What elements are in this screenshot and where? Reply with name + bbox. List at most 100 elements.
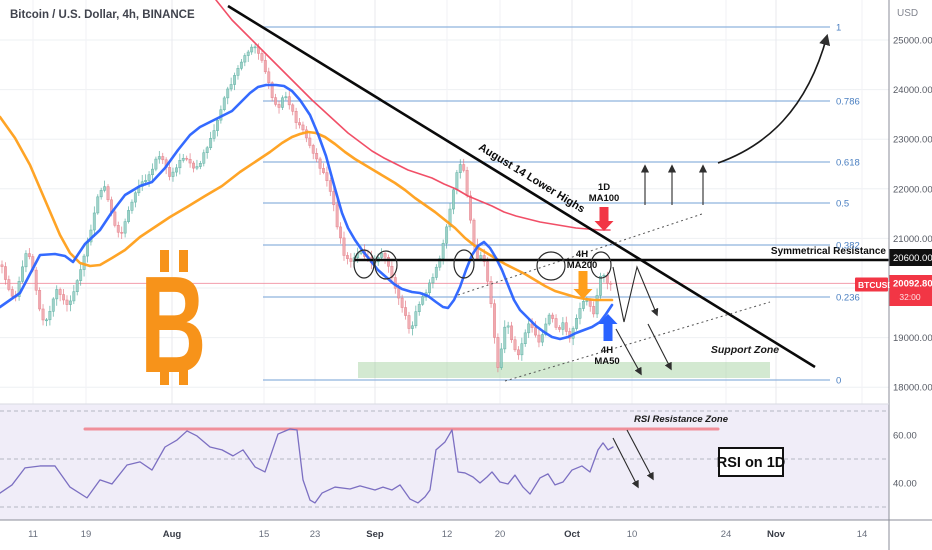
candle-body	[21, 266, 24, 282]
symbol-badge	[855, 277, 888, 292]
highlight-ellipse	[536, 251, 566, 281]
candle-body	[284, 96, 288, 99]
fib-level-label: 1	[836, 23, 841, 34]
candle-body	[441, 242, 445, 259]
candle-body	[554, 318, 558, 328]
candle-body	[120, 232, 124, 234]
candle-body	[274, 97, 278, 105]
candle-body	[127, 210, 130, 222]
ma-1d-100-line	[215, 0, 611, 231]
candle-body	[34, 269, 38, 291]
time-axis-label[interactable]: 11	[28, 529, 38, 540]
time-axis-label[interactable]: 20	[495, 529, 506, 540]
candle-body	[592, 306, 596, 315]
time-axis-label[interactable]: 19	[81, 529, 92, 540]
candle-body	[48, 311, 52, 321]
ma50-arrow	[598, 314, 618, 341]
rsi-axis-label[interactable]: 40.00	[893, 479, 917, 490]
candle-body	[65, 299, 69, 305]
ma100-label-line1: 1D	[598, 182, 610, 193]
price-axis-label[interactable]: 23000.00	[893, 135, 932, 146]
bitcoin-logo-prong	[160, 250, 169, 272]
descending-trendline	[227, 4, 816, 369]
candle-body	[147, 174, 151, 181]
price-axis-label[interactable]: 18000.00	[893, 383, 932, 394]
currency-label: USD	[897, 8, 918, 19]
candle-body	[116, 225, 120, 233]
highlight-ellipse	[590, 251, 612, 279]
candle-body	[578, 308, 582, 319]
time-axis-label[interactable]: Aug	[163, 529, 182, 540]
time-axis-label[interactable]: Sep	[366, 529, 384, 540]
candle-body	[383, 253, 387, 258]
candle-body	[62, 294, 66, 301]
ma200-label-line1: 4H	[576, 249, 588, 260]
symbol-title: Bitcoin / U.S. Dollar, 4h, BINANCE	[10, 9, 195, 21]
rsi-axis-label[interactable]: 60.00	[893, 431, 917, 442]
candle-body	[315, 153, 319, 160]
price-axis-label[interactable]: 21000.00	[893, 234, 932, 245]
candle-body	[387, 257, 390, 267]
candle-body	[489, 281, 493, 304]
candle-body	[551, 314, 555, 319]
ma50-label-line1: 4H	[601, 345, 613, 356]
rsi-line	[0, 428, 614, 504]
rsi-resistance-zone-label: RSI Resistance Zone	[634, 414, 729, 425]
candle-body	[246, 51, 250, 56]
candle-body	[332, 191, 336, 206]
bitcoin-logo-b: B	[140, 247, 206, 401]
time-axis-label[interactable]: 24	[721, 529, 732, 540]
candle-body	[280, 97, 284, 108]
symbol-badge-text: BTCUSD	[858, 280, 893, 290]
candle-body	[404, 307, 408, 316]
resistance-price-badge	[889, 249, 932, 266]
candle-body	[38, 290, 42, 310]
ma100-label-line2: MA100	[589, 193, 620, 204]
candle-body	[448, 208, 452, 228]
candle-body	[479, 255, 483, 259]
time-axis-label[interactable]: 14	[857, 529, 868, 540]
candle-body	[45, 319, 48, 322]
candle-body	[216, 119, 219, 131]
candle-body	[599, 275, 602, 296]
candle-body	[188, 158, 192, 164]
candle-body	[520, 343, 524, 356]
candle-body	[68, 300, 72, 305]
price-axis-label[interactable]: 19000.00	[893, 333, 932, 344]
candle-body	[469, 195, 472, 221]
candle-body	[496, 337, 500, 368]
candle-body	[540, 334, 544, 343]
candle-body	[75, 280, 79, 292]
time-axis-label[interactable]: Oct	[564, 529, 581, 540]
price-axis-label[interactable]: 22000.00	[893, 184, 932, 195]
candle-body	[318, 158, 322, 169]
candle-body	[417, 304, 421, 312]
candle-body	[609, 283, 613, 285]
fib-level-label: 0	[836, 376, 841, 387]
time-axis-label[interactable]: 10	[627, 529, 638, 540]
candle-body	[298, 122, 301, 126]
price-axis-label[interactable]: 24000.00	[893, 85, 932, 96]
symmetrical-resistance-label: Symmetrical Resistance	[771, 246, 887, 257]
candle-body	[171, 171, 175, 177]
dotted-channel-line	[504, 301, 771, 382]
candle-body	[516, 349, 520, 356]
candle-body	[493, 303, 496, 338]
candle-body	[342, 237, 346, 256]
candle-body	[229, 84, 233, 90]
candle-body	[345, 255, 349, 259]
time-axis-label[interactable]: 23	[310, 529, 321, 540]
price-axis-label[interactable]: 25000.00	[893, 36, 932, 47]
candle-body	[428, 282, 431, 294]
time-axis-label[interactable]: 12	[442, 529, 453, 540]
bitcoin-logo-prong	[179, 366, 188, 385]
time-axis-label[interactable]: 15	[259, 529, 270, 540]
candle-body	[445, 226, 449, 244]
candle-body	[205, 147, 209, 153]
fib-level-label: 0.618	[836, 158, 860, 169]
candle-body	[161, 156, 165, 161]
time-axis-label[interactable]: Nov	[767, 529, 786, 540]
candle-body	[27, 253, 31, 257]
